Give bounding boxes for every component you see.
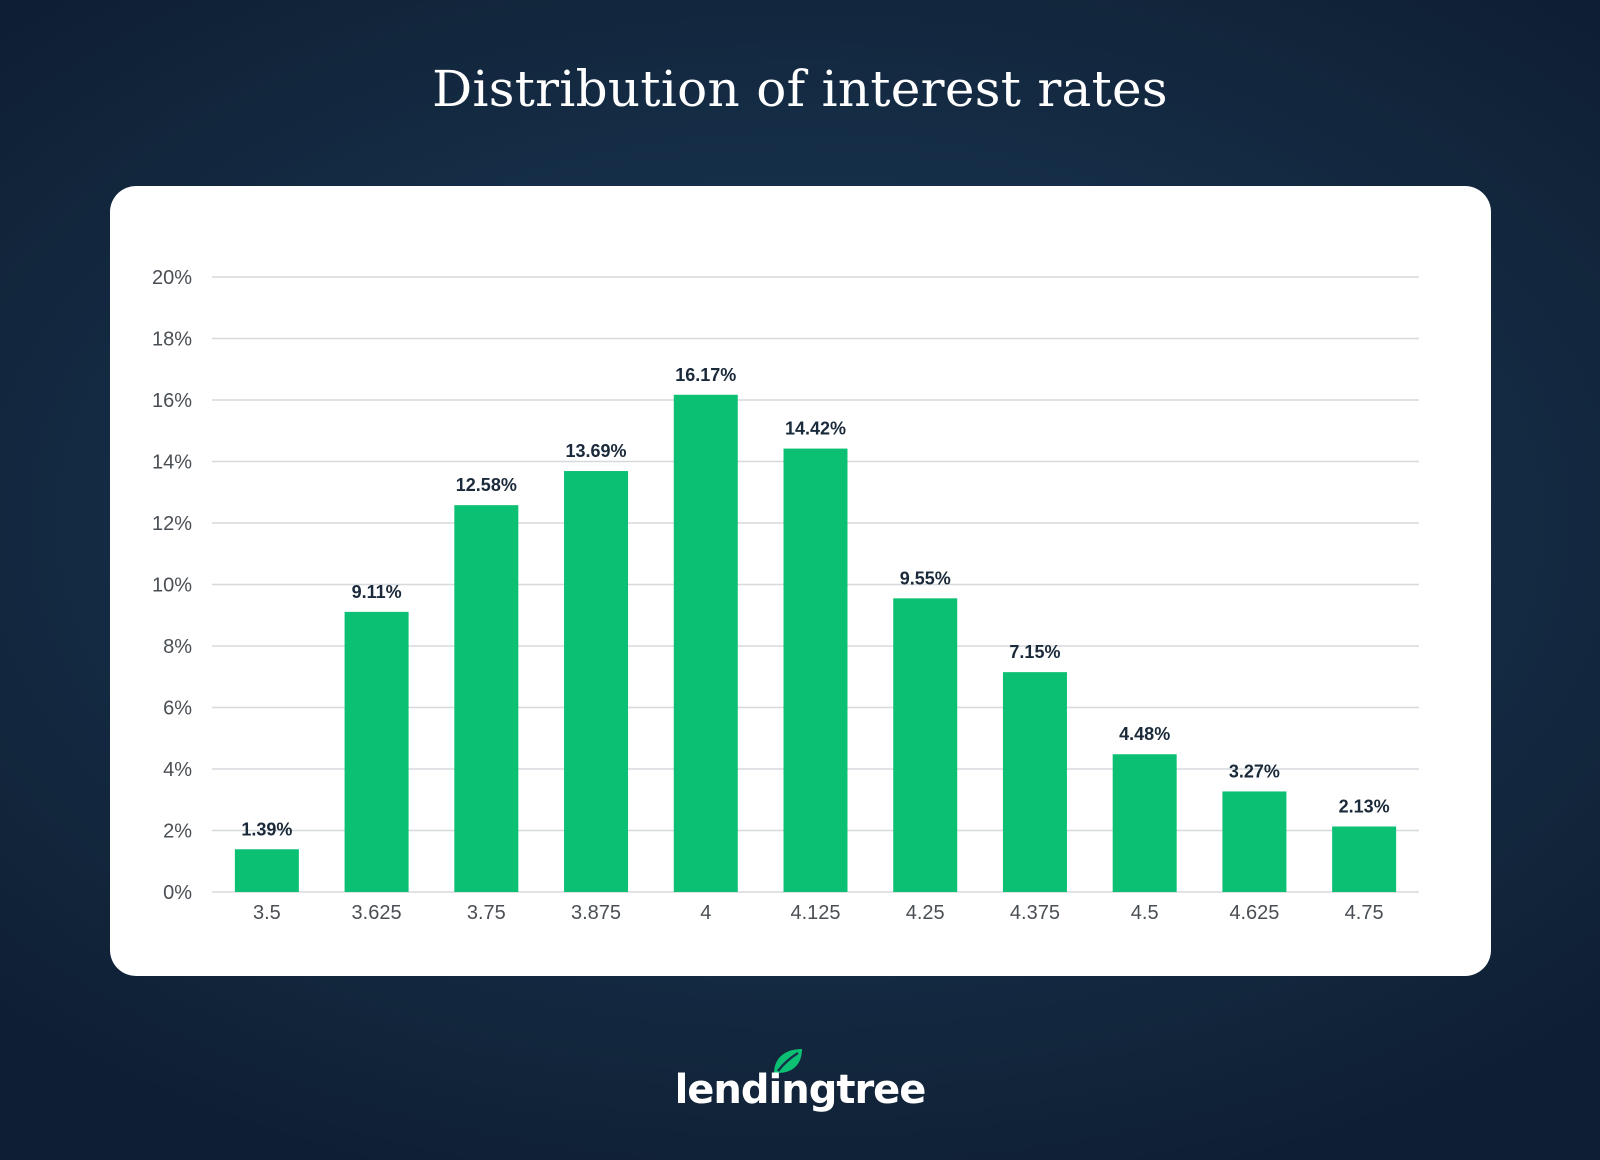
logo-text: lendingtree <box>674 1067 927 1113</box>
y-tick-label: 12% <box>152 513 192 535</box>
bar <box>673 394 738 892</box>
bar <box>564 471 629 892</box>
data-label: 4.48% <box>1119 724 1170 744</box>
data-label: 13.69% <box>566 441 627 461</box>
data-label: 7.15% <box>1009 642 1060 662</box>
x-tick-label: 3.875 <box>571 902 621 924</box>
lendingtree-logo: lendingtree <box>0 1045 1600 1125</box>
data-label: 16.17% <box>675 365 736 385</box>
leaf-icon <box>774 1049 802 1073</box>
bar <box>344 611 409 892</box>
bar <box>783 448 848 892</box>
chart-card: 0% 2% 4% 6% 8% 10% 12% 14% 16% 18% 20% 1.39% 3.5 9.11… <box>110 186 1491 976</box>
y-tick-label: 14% <box>152 452 192 474</box>
data-label: 12.58% <box>456 475 517 495</box>
x-tick-label: 3.75 <box>467 902 506 924</box>
bar <box>454 505 519 892</box>
y-tick-label: 4% <box>163 759 192 781</box>
bar <box>1332 826 1397 892</box>
x-tick-label: 4.25 <box>906 902 945 924</box>
x-tick-label: 4 <box>700 902 711 924</box>
y-tick-label: 18% <box>152 329 192 351</box>
data-label: 3.27% <box>1229 761 1280 781</box>
y-tick-label: 6% <box>163 698 192 720</box>
x-tick-label: 3.625 <box>352 902 402 924</box>
y-tick-label: 20% <box>152 267 192 289</box>
bar <box>1112 754 1177 892</box>
bar-chart: 0% 2% 4% 6% 8% 10% 12% 14% 16% 18% 20% 1.39% 3.5 9.11… <box>152 267 1419 924</box>
y-tick-label: 2% <box>163 821 192 843</box>
chart-title: Distribution of interest rates <box>432 60 1168 118</box>
y-tick-label: 16% <box>152 390 192 412</box>
x-tick-label: 4.125 <box>790 902 840 924</box>
y-tick-label: 8% <box>163 636 192 658</box>
data-label: 9.55% <box>900 568 951 588</box>
bar <box>1002 672 1067 892</box>
x-tick-label: 3.5 <box>253 902 281 924</box>
bar <box>234 849 299 892</box>
data-label: 2.13% <box>1339 797 1390 817</box>
x-tick-label: 4.375 <box>1010 902 1060 924</box>
bar <box>893 598 958 892</box>
y-tick-label: 10% <box>152 575 192 597</box>
data-label: 14.42% <box>785 419 846 439</box>
x-tick-label: 4.5 <box>1131 902 1159 924</box>
x-tick-label: 4.625 <box>1229 902 1279 924</box>
x-tick-label: 4.75 <box>1345 902 1384 924</box>
data-label: 1.39% <box>241 819 292 839</box>
data-label: 9.11% <box>352 582 402 602</box>
y-tick-label: 0% <box>163 882 192 904</box>
bar <box>1222 791 1287 892</box>
